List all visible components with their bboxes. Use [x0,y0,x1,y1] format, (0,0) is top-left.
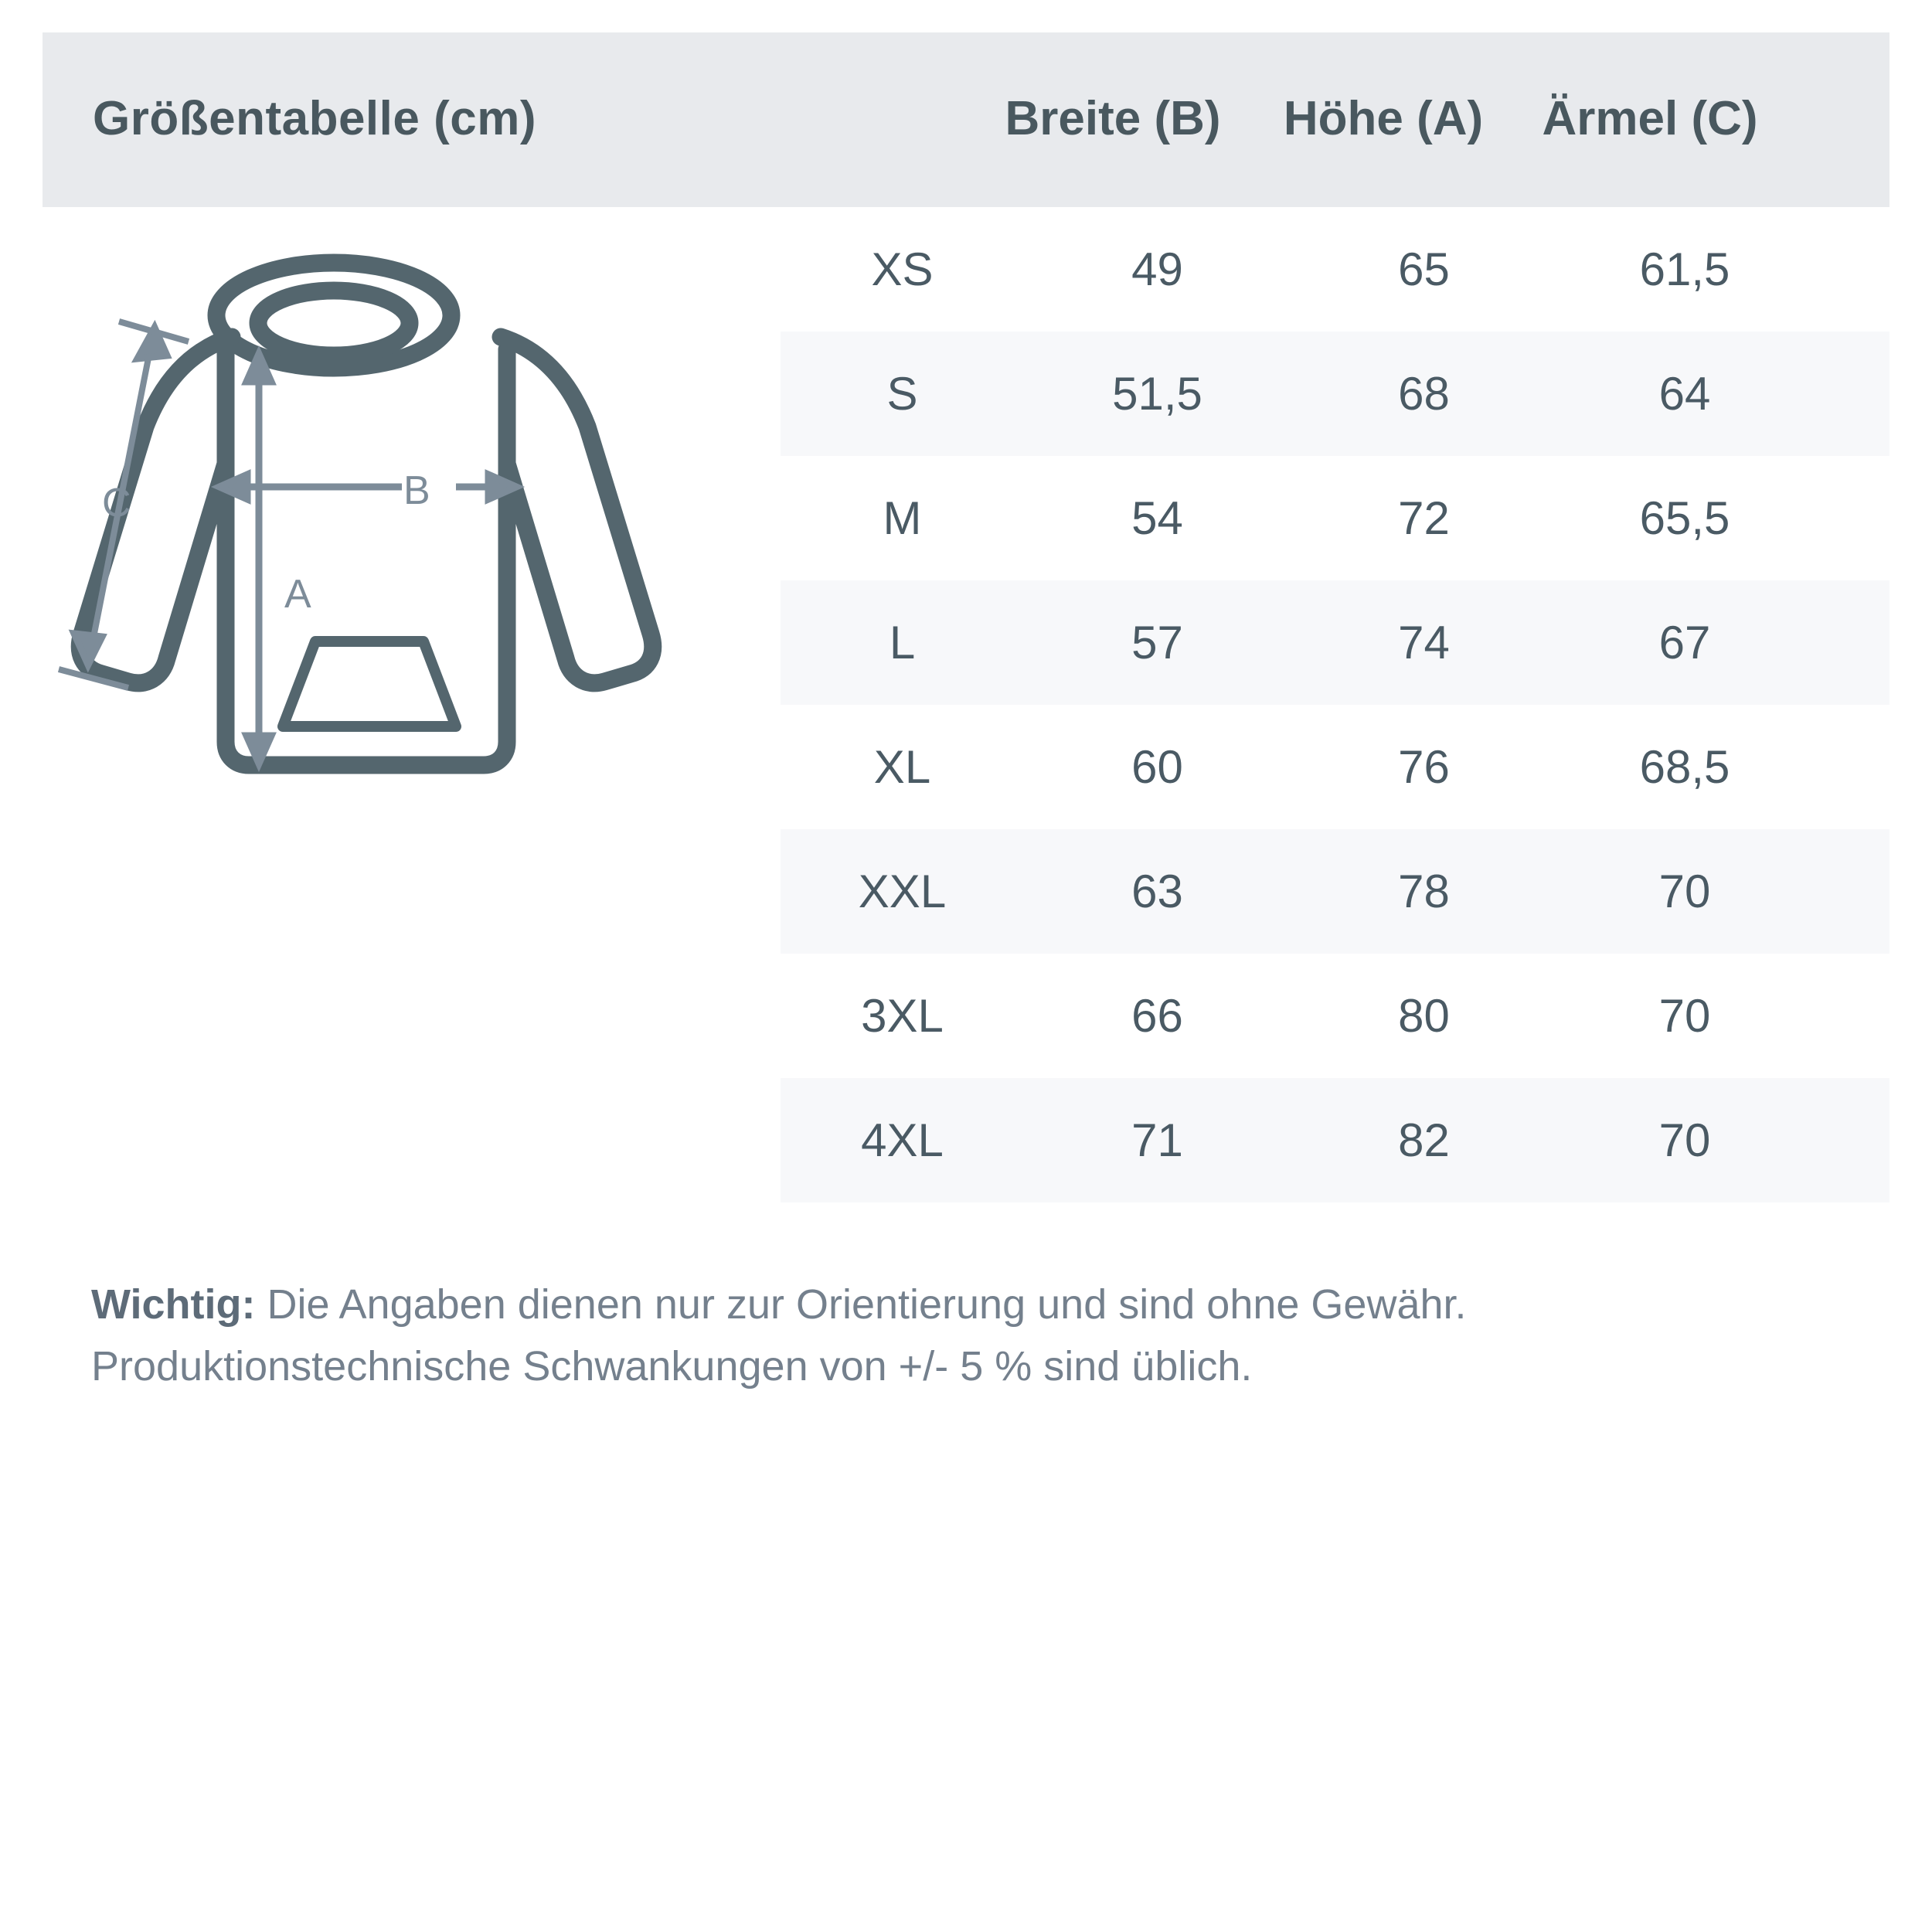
arrow-head-c-top [131,319,172,363]
cell-hoehe: 65 [1398,243,1450,295]
cell-hoehe: 78 [1398,866,1450,917]
arrow-head-b-right [485,469,526,505]
cell-hoehe: 80 [1398,990,1450,1042]
dimension-label-a: A [284,572,311,617]
cell-size: 4XL [861,1114,944,1166]
tick-c-bottom [57,666,130,691]
cell-aermel: 70 [1658,1114,1711,1166]
table-header-band [43,32,1889,207]
cell-breite: 63 [1131,866,1183,917]
cell-hoehe: 76 [1398,741,1450,793]
cell-hoehe: 74 [1398,617,1450,668]
cell-hoehe: 68 [1398,368,1450,420]
cell-hoehe: 72 [1398,492,1450,544]
cell-aermel: 67 [1658,617,1711,668]
cell-aermel: 65,5 [1639,492,1730,544]
cell-aermel: 70 [1658,866,1711,917]
size-table: XS 49 65 61,5 S 51,5 68 64 M 54 72 65,5 … [781,207,1889,1202]
table-row: XXL 63 78 70 [781,829,1889,954]
table-row: 4XL 71 82 70 [781,1078,1889,1202]
page-title: Größentabelle (cm) [93,92,536,145]
table-row: XS 49 65 61,5 [781,207,1889,332]
hoodie-diagram: A B C [54,232,765,850]
cell-breite: 57 [1131,617,1183,668]
cell-aermel: 64 [1658,368,1711,420]
table-row: 3XL 66 80 70 [781,954,1889,1078]
cell-size: M [883,492,922,544]
disclaimer-label: Wichtig: [91,1281,256,1328]
disclaimer-note: Wichtig: Die Angaben dienen nur zur Orie… [91,1274,1892,1397]
cell-aermel: 61,5 [1639,243,1730,295]
table-row: M 54 72 65,5 [781,456,1889,580]
arrow-head-c-bottom [68,629,107,673]
cell-breite: 66 [1131,990,1183,1042]
cell-aermel: 70 [1658,990,1711,1042]
cell-size: L [889,617,916,668]
dimension-label-c: C [102,481,131,526]
column-header-aermel: Ärmel (C) [1542,92,1758,145]
cell-breite: 54 [1131,492,1183,544]
dimension-line-c [88,342,155,650]
column-header-breite: Breite (B) [1005,92,1221,145]
cell-breite: 51,5 [1112,368,1202,420]
dimension-label-b: B [403,468,430,513]
cell-size: XL [873,741,931,793]
disclaimer-text: Die Angaben dienen nur zur Orientierung … [91,1281,1467,1389]
arrow-head-a-top [241,345,277,386]
cell-aermel: 68,5 [1639,741,1730,793]
arrow-head-b-left [210,469,251,505]
cell-size: XS [871,243,934,295]
dimension-lines [57,318,526,773]
cell-breite: 49 [1131,243,1183,295]
cell-breite: 71 [1131,1114,1183,1166]
table-row: S 51,5 68 64 [781,332,1889,456]
table-row: XL 60 76 68,5 [781,705,1889,829]
cell-size: S [886,368,918,420]
table-row: L 57 74 67 [781,580,1889,705]
cell-hoehe: 82 [1398,1114,1450,1166]
arrow-head-a-bottom [241,732,277,773]
cell-size: XXL [858,866,947,917]
cell-size: 3XL [861,990,944,1042]
cell-breite: 60 [1131,741,1183,793]
tick-c-top [117,318,190,345]
column-header-hoehe: Höhe (A) [1283,92,1484,145]
